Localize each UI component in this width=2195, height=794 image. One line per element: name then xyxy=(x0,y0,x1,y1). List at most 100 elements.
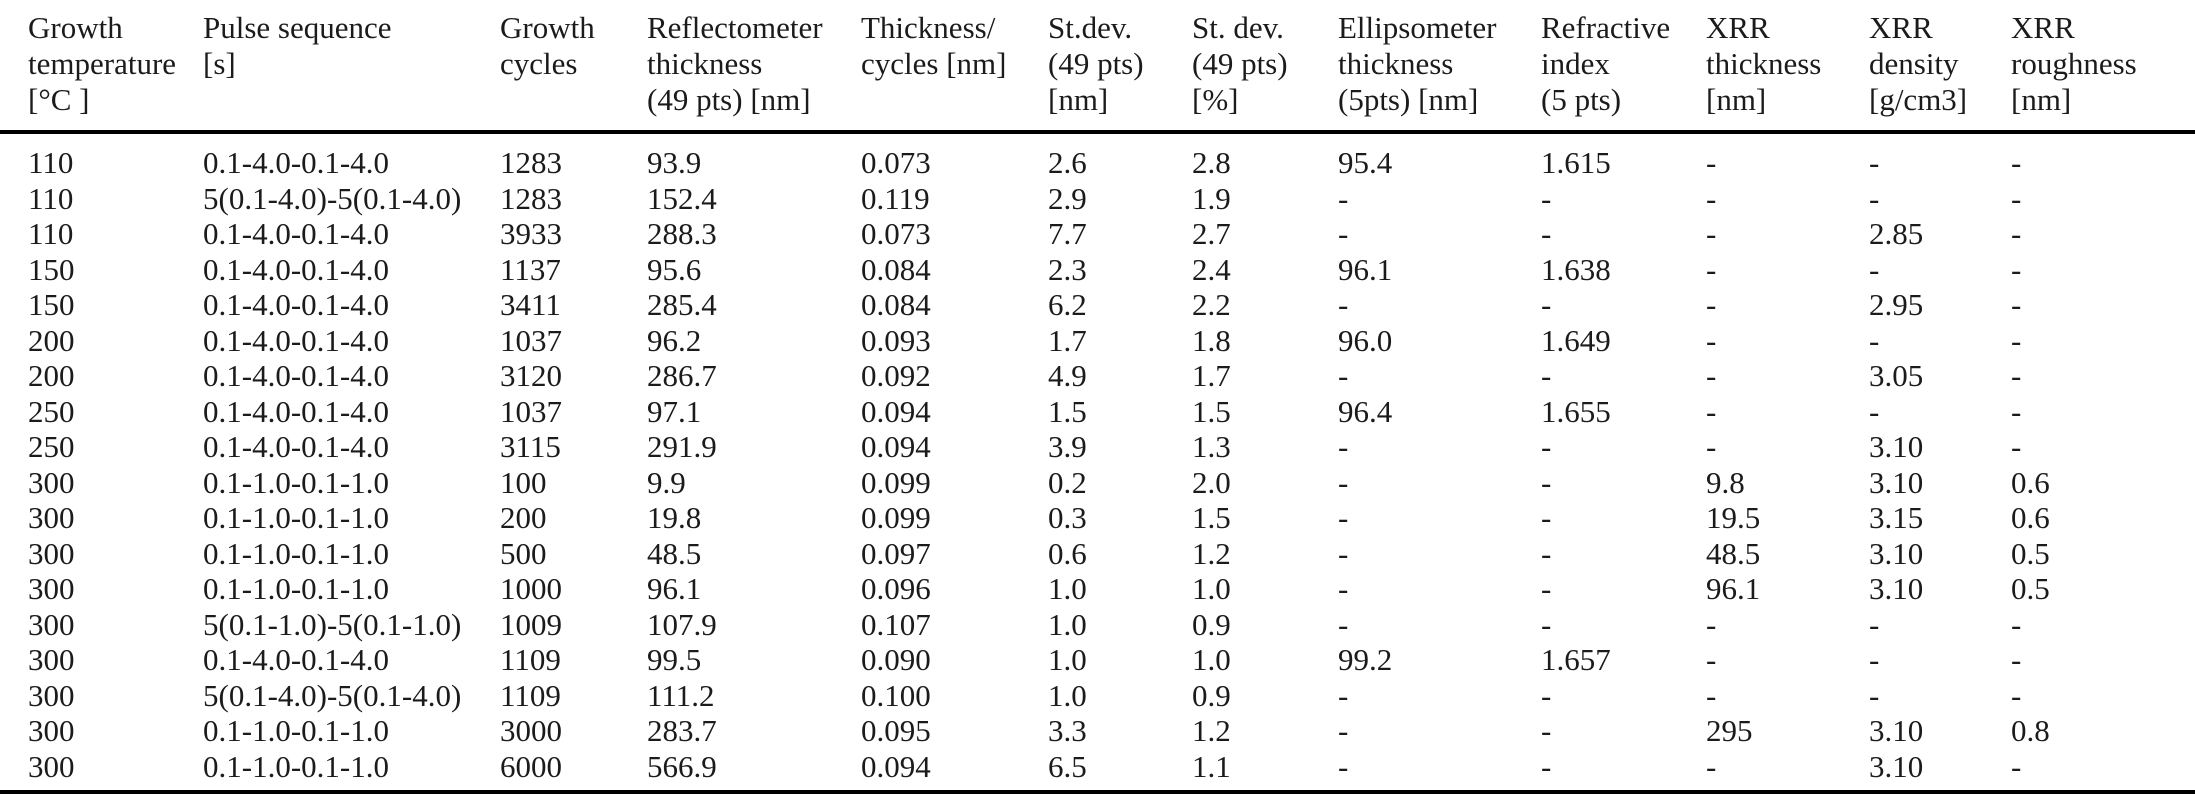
table-cell: 5(0.1-1.0)-5(0.1-1.0) xyxy=(203,606,462,642)
table-cell: 4.9 xyxy=(1048,358,1087,393)
header-cell-ellipsometer-thickness: Ellipsometer thickness (5pts) [nm] xyxy=(1338,0,1541,134)
table-cell: 300 xyxy=(0,748,203,794)
table-cell: 288.3 xyxy=(647,216,717,251)
table-cell: - xyxy=(2011,180,2022,216)
table-cell: 150 xyxy=(28,251,75,287)
header-cell-stdev-nm: St.dev. (49 pts) [nm] xyxy=(1048,0,1192,134)
table-row: 300 0.1-1.0-0.1-1.0 3000 283.7 0.095 3.3 1.2 - -… xyxy=(0,713,2195,749)
table-cell: 300 xyxy=(28,713,75,748)
table-cell: 3411 xyxy=(500,287,561,322)
table-cell: - xyxy=(2011,322,2022,358)
header-cell-xrr-density: XRR density [g/cm3] xyxy=(1869,0,2011,134)
table-cell: 2.95 xyxy=(1869,287,1924,322)
table-cell: 2.2 xyxy=(1192,287,1231,322)
table-cell: 300 xyxy=(28,571,75,606)
table-cell: 286.7 xyxy=(647,358,717,393)
table-cell: 0.092 xyxy=(861,358,931,393)
table-cell: - xyxy=(1869,322,1880,358)
table-cell: - xyxy=(1541,535,1552,571)
table-cell: 1009 xyxy=(500,606,562,642)
table-cell: 0.9 xyxy=(1192,677,1231,713)
table-cell: - xyxy=(1706,642,1717,677)
table-cell: - xyxy=(2011,145,2022,180)
table-cell: 1283 xyxy=(500,180,562,216)
table-cell: 2.0 xyxy=(1192,464,1231,500)
table-cell: 1.657 xyxy=(1541,642,1611,677)
table-cell: 0.095 xyxy=(861,713,931,748)
table-cell: 9.8 xyxy=(1706,464,1745,500)
table-cell: - xyxy=(1706,145,1717,180)
table-cell: 110 xyxy=(28,216,74,251)
table-cell: 1.0 xyxy=(1048,642,1087,677)
table-cell: - xyxy=(1541,571,1552,606)
table-cell: 107.9 xyxy=(647,606,717,642)
table-cell: 0.1-4.0-0.1-4.0 xyxy=(203,429,389,464)
table-cell: 3120 xyxy=(500,358,562,393)
table-cell: 0.3 xyxy=(1048,500,1087,535)
table-cell: - xyxy=(2011,677,2022,713)
table-cell: 1.615 xyxy=(1541,145,1611,180)
table-cell: 0.6 xyxy=(1048,535,1087,571)
table-row: 300 0.1-1.0-0.1-1.0 1000 96.1 0.096 1.0 1.0 - - 9… xyxy=(0,571,2195,607)
table-cell: 19.5 xyxy=(1706,500,1761,535)
table-cell: 2.8 xyxy=(1192,145,1231,180)
table-cell: - xyxy=(1869,145,1880,180)
table-cell: 1.7 xyxy=(1192,358,1231,393)
table-cell: 3.10 xyxy=(1869,713,1924,748)
table-row: 300 0.1-4.0-0.1-4.0 1109 99.5 0.090 1.0 1.0 99.… xyxy=(0,642,2195,678)
table-cell: 1037 xyxy=(500,393,562,429)
table-cell: - xyxy=(1541,358,1552,393)
table-cell: 7.7 xyxy=(1048,216,1087,251)
table-cell: 0.073 xyxy=(861,145,931,180)
table-cell: 0.090 xyxy=(861,642,931,677)
table-cell: - xyxy=(1869,180,1880,216)
table-cell: 5(0.1-4.0)-5(0.1-4.0) xyxy=(203,180,462,216)
table-cell: 0.1-4.0-0.1-4.0 xyxy=(203,287,389,322)
table-cell: 2.6 xyxy=(1048,145,1087,180)
table-cell: 96.4 xyxy=(1338,393,1393,429)
table-cell: 0.1-4.0-0.1-4.0 xyxy=(203,642,389,677)
table-cell: 200 xyxy=(28,322,75,358)
table-cell: 3.10 xyxy=(1869,571,1924,606)
table-cell: - xyxy=(1541,216,1552,251)
table-cell: 295 xyxy=(1706,713,1753,748)
table-cell: 152.4 xyxy=(647,180,717,216)
table-cell: - xyxy=(1706,287,1717,322)
table-cell: 0.100 xyxy=(861,677,931,713)
table-cell: 200 xyxy=(500,500,547,535)
table-cell: 1.0 xyxy=(1192,571,1231,606)
table-cell: 0.1-1.0-0.1-1.0 xyxy=(203,535,389,571)
table-cell: 3.05 xyxy=(1869,358,1924,393)
table-cell: 3.9 xyxy=(1048,429,1087,464)
header-row: Growth temperature [°C ] Pulse sequence [… xyxy=(0,0,2195,134)
header-cell-xrr-thickness: XRR thickness [nm] xyxy=(1706,0,1869,134)
table-cell: 96.1 xyxy=(647,571,702,606)
table-cell: 0.1-4.0-0.1-4.0 xyxy=(203,216,389,251)
table-cell: 3115 xyxy=(500,429,561,464)
table-cell: 0.5 xyxy=(2011,571,2050,606)
table-cell: 96.1 xyxy=(1706,571,1761,606)
table-cell: 0.1-1.0-0.1-1.0 xyxy=(203,713,389,748)
table-cell: - xyxy=(2011,287,2022,322)
table-cell: - xyxy=(2011,606,2022,642)
table-cell: - xyxy=(1338,713,1349,748)
table-row: 150 0.1-4.0-0.1-4.0 3411 285.4 0.084 6.2 2.2 - -… xyxy=(0,287,2195,323)
table-row: 300 0.1-1.0-0.1-1.0 500 48.5 0.097 0.6 1.2 - - 48… xyxy=(0,536,2195,572)
table-cell: 1.655 xyxy=(1541,393,1611,429)
table-cell: 0.1-4.0-0.1-4.0 xyxy=(203,358,389,393)
table-cell: - xyxy=(1338,606,1349,642)
table-cell: 283.7 xyxy=(647,713,717,748)
table-row: 300 5(0.1-1.0)-5(0.1-1.0) 1009 107.9 0.107 1.… xyxy=(0,607,2195,643)
table-cell: - xyxy=(1869,393,1880,429)
table-cell: 48.5 xyxy=(1706,535,1761,571)
table-body: 110 0.1-4.0-0.1-4.0 1283 93.9 0.073 2.6 2.8 95.… xyxy=(0,132,2195,794)
table-cell: 1.0 xyxy=(1048,571,1087,606)
table-cell: 1.0 xyxy=(1192,642,1231,677)
table-header: Growth temperature [°C ] Pulse sequence [… xyxy=(0,0,2195,134)
table-cell: 96.0 xyxy=(1338,322,1393,358)
table-cell: - xyxy=(1338,464,1349,500)
table-cell: - xyxy=(1706,180,1717,216)
table-row: 150 0.1-4.0-0.1-4.0 1137 95.6 0.084 2.3 2.4 96.… xyxy=(0,252,2195,288)
table-cell: 110 xyxy=(28,180,74,216)
table-row: 300 0.1-1.0-0.1-1.0 100 9.9 0.099 0.2 2.0 - - 9.8… xyxy=(0,465,2195,501)
